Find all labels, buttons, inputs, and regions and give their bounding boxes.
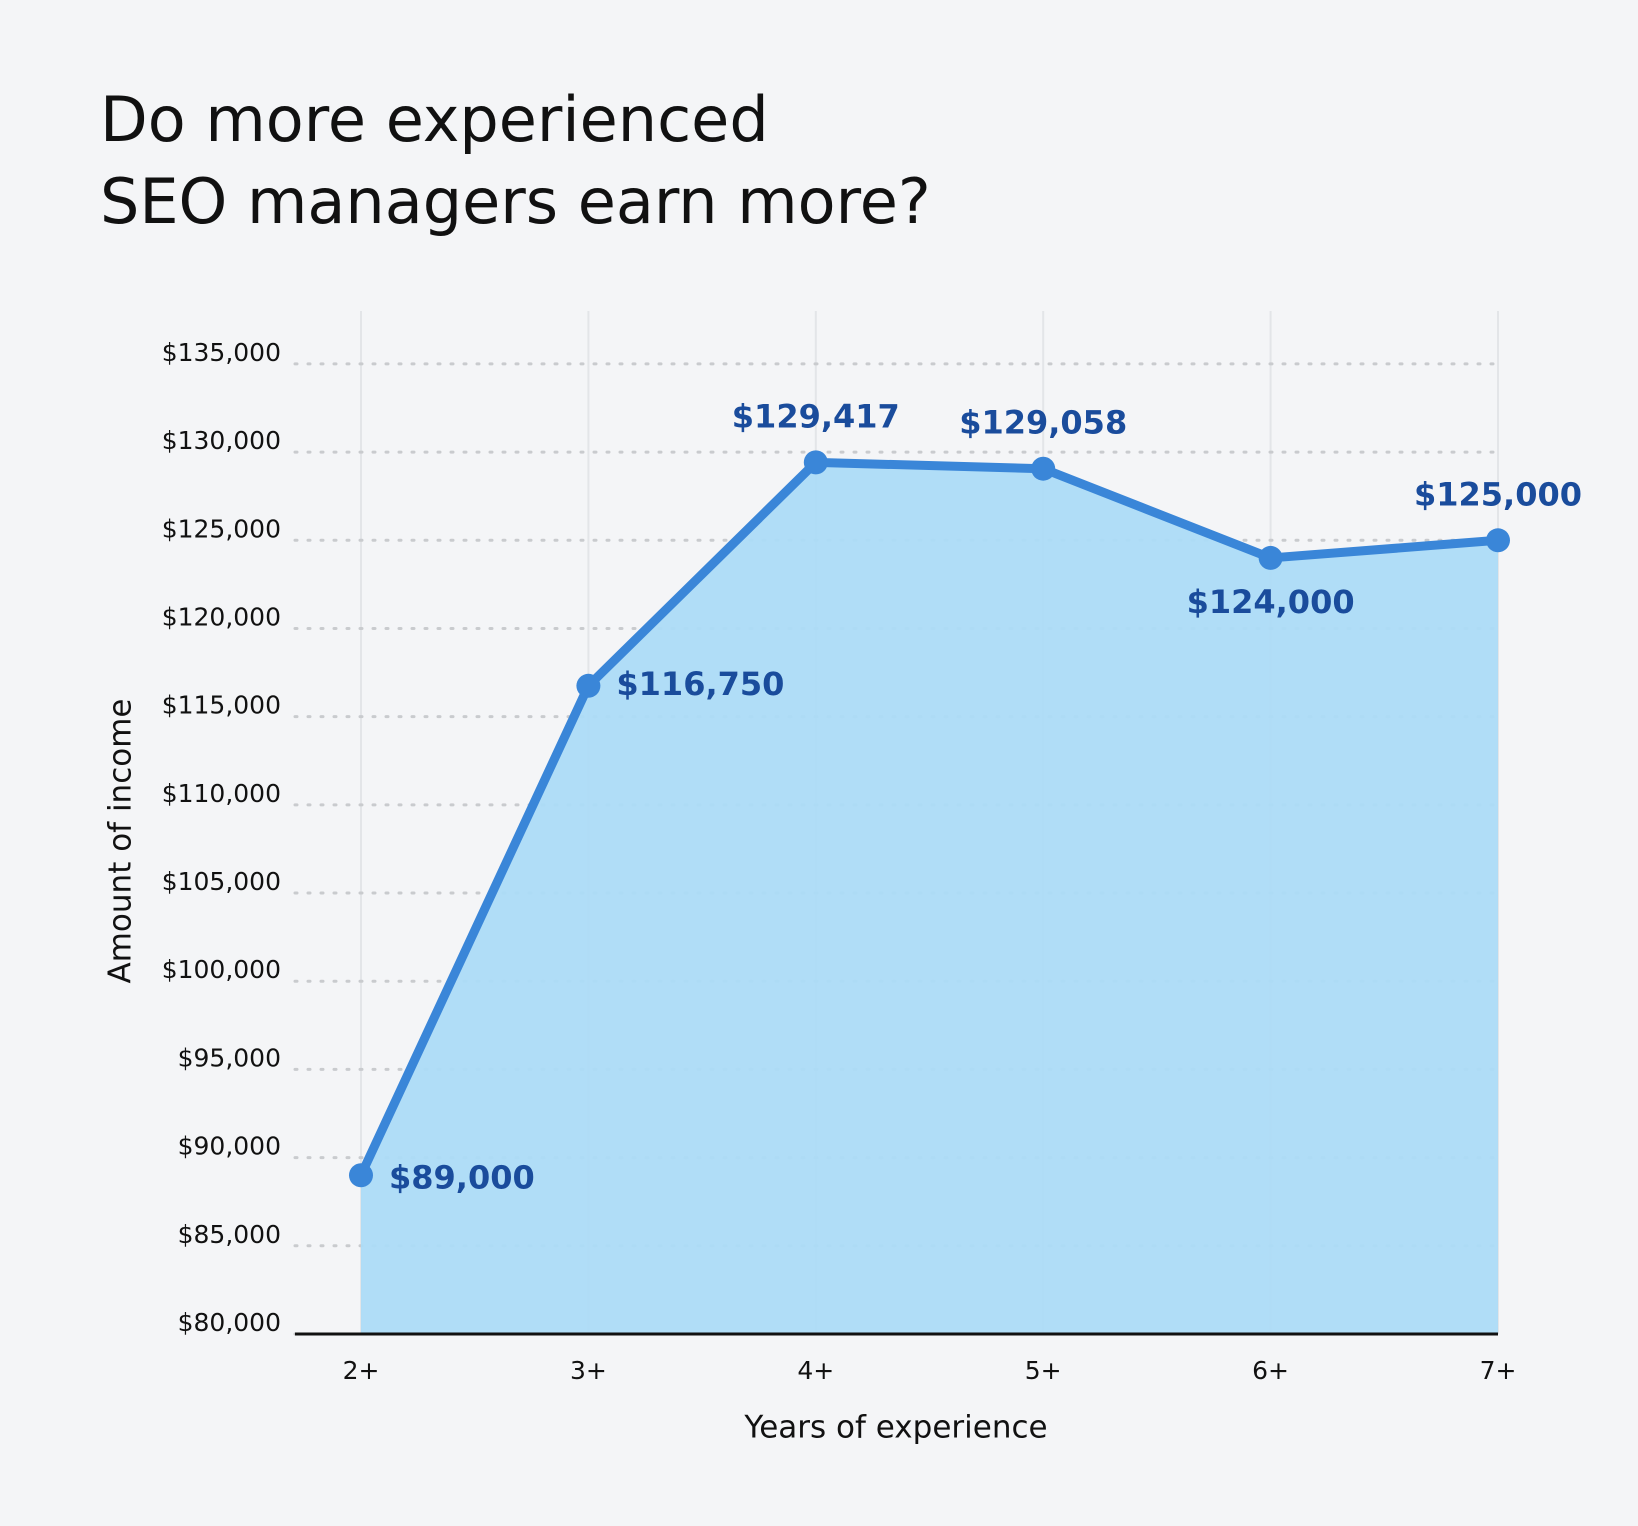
y-tick-label: $125,000 bbox=[162, 514, 281, 543]
y-tick-label: $80,000 bbox=[178, 1308, 281, 1337]
x-tick-label: 4+ bbox=[797, 1356, 834, 1385]
x-tick-label: 2+ bbox=[343, 1356, 380, 1385]
x-tick-label: 3+ bbox=[570, 1356, 607, 1385]
y-tick-label: $90,000 bbox=[178, 1132, 281, 1161]
data-label: $116,750 bbox=[616, 665, 784, 703]
data-label: $124,000 bbox=[1187, 583, 1355, 621]
y-tick-label: $100,000 bbox=[162, 955, 281, 984]
point bbox=[576, 673, 601, 698]
y-tick-label: $130,000 bbox=[162, 426, 281, 455]
data-label: $129,417 bbox=[732, 397, 900, 435]
x-axis-label: Years of experience bbox=[743, 1410, 1047, 1446]
y-tick-label: $110,000 bbox=[162, 779, 281, 808]
data-label: $125,000 bbox=[1414, 475, 1582, 513]
point bbox=[1486, 528, 1510, 553]
x-tick-label: 6+ bbox=[1252, 1356, 1289, 1385]
point bbox=[1031, 456, 1056, 481]
y-tick-label: $115,000 bbox=[162, 691, 281, 720]
area bbox=[361, 462, 1498, 1334]
y-tick-label: $105,000 bbox=[162, 867, 281, 896]
y-tick-label: $135,000 bbox=[162, 338, 281, 367]
y-axis-label: Amount of income bbox=[103, 699, 139, 984]
point bbox=[349, 1163, 373, 1188]
data-label: $89,000 bbox=[389, 1158, 535, 1196]
x-tick-label: 5+ bbox=[1025, 1356, 1062, 1385]
point bbox=[1258, 545, 1283, 570]
line bbox=[356, 457, 1499, 1178]
y-tick-label: $120,000 bbox=[162, 602, 281, 631]
y-tick-label: $95,000 bbox=[178, 1043, 281, 1072]
chart-title: Do more experienced bbox=[100, 83, 769, 156]
point bbox=[803, 450, 828, 475]
data-label: $129,058 bbox=[959, 404, 1127, 442]
y-tick-label: $85,000 bbox=[178, 1220, 281, 1249]
chart-title: SEO managers earn more? bbox=[100, 165, 931, 238]
x-tick-label: 7+ bbox=[1480, 1356, 1517, 1385]
